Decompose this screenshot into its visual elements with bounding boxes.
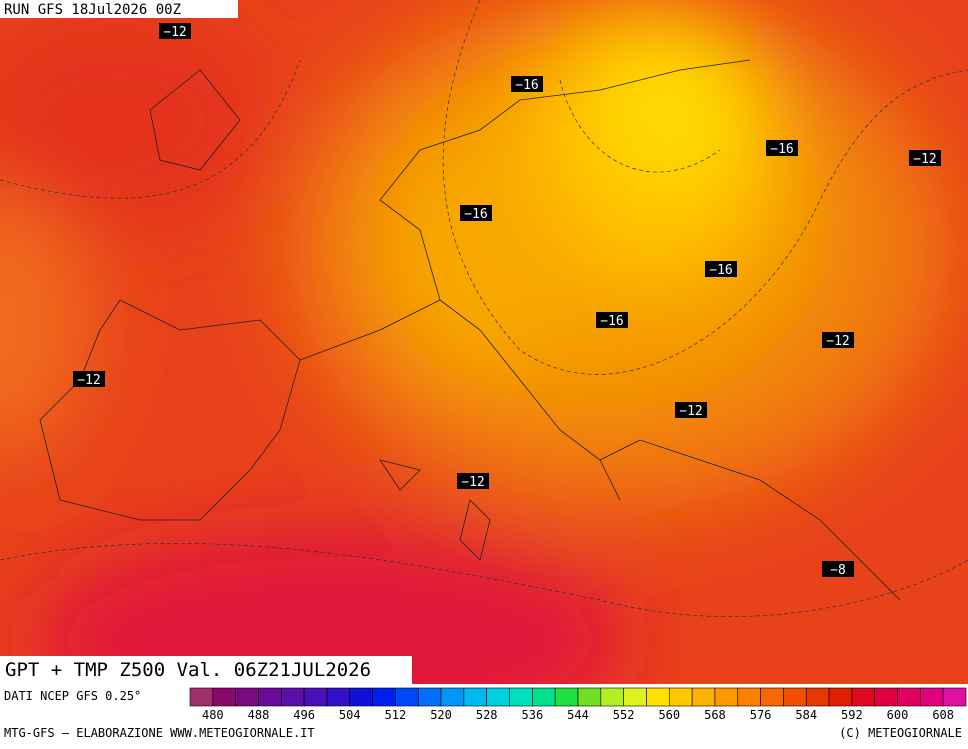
colorbar-tick-label: 568 <box>704 708 726 722</box>
colorbar: 480 488 496 504 512 520 528 536 544 552 560 568 576 5… <box>189 687 967 722</box>
colorbar-swatch <box>463 687 488 707</box>
colorbar-swatch <box>714 687 739 707</box>
colorbar-tick-label: 584 <box>795 708 817 722</box>
colorbar-tick-label: 608 <box>932 708 954 722</box>
colorbar-tick-label: 520 <box>430 708 452 722</box>
source-label: DATI NCEP GFS 0.25° <box>4 689 141 703</box>
colorbar-tick-label: 544 <box>567 708 589 722</box>
isotherm-label: −12 <box>913 152 936 167</box>
colorbar-swatch <box>532 687 556 707</box>
isotherm-label: −16 <box>515 78 538 93</box>
colorbar-swatch <box>440 687 465 707</box>
colorbar-swatch <box>280 687 305 707</box>
colorbar-tick-label: 600 <box>887 708 909 722</box>
isotherm-label: −12 <box>77 373 100 388</box>
colorbar-tick-label: 560 <box>658 708 680 722</box>
colorbar-swatch <box>189 687 214 707</box>
label-box <box>675 402 707 418</box>
isotherm-label: −8 <box>830 563 846 578</box>
colorbar-swatch <box>897 687 921 707</box>
colorbar-tick-label: 536 <box>522 708 544 722</box>
label-box <box>822 561 854 577</box>
colorbar-swatch <box>851 687 876 707</box>
colorbar-swatch <box>395 687 419 707</box>
label-box <box>596 312 628 328</box>
colorbar-swatch <box>349 687 373 707</box>
isotherm-label: −12 <box>826 334 849 349</box>
colorbar-tick-label: 592 <box>841 708 863 722</box>
colorbar-swatch <box>691 687 716 707</box>
colorbar-swatch <box>805 687 830 707</box>
colorbar-swatch <box>760 687 784 707</box>
isotherm-label: −16 <box>709 263 732 278</box>
isotherm-label: −16 <box>770 142 793 157</box>
footer-right: (C) METEOGIORNALE <box>839 726 962 740</box>
label-box <box>460 205 492 221</box>
run-box <box>0 0 238 18</box>
colorbar-tick-label: 504 <box>339 708 361 722</box>
colorbar-swatch <box>554 687 579 707</box>
colorbar-tick-label: 480 <box>202 708 224 722</box>
colorbar-swatch <box>920 687 944 707</box>
footer-left: MTG-GFS — ELABORAZIONE WWW.METEOGIORNALE… <box>4 726 315 740</box>
colorbar-tick-label: 488 <box>248 708 270 722</box>
colorbar-swatch <box>372 687 396 707</box>
colorbar-tick-label: 576 <box>750 708 772 722</box>
label-box <box>705 261 737 277</box>
colorbar-tick-label: 496 <box>293 708 315 722</box>
colorbar-tick-label: 528 <box>476 708 498 722</box>
colorbar-swatch <box>326 687 351 707</box>
colorbar-swatch <box>828 687 853 707</box>
isotherm-label: −16 <box>464 207 487 222</box>
run-label: RUN GFS 18Jul2026 00Z <box>4 2 181 18</box>
label-box <box>511 76 543 92</box>
label-box <box>457 473 489 489</box>
isotherms <box>0 0 968 617</box>
colorbar-swatch <box>509 687 533 707</box>
colorbar-swatch <box>486 687 510 707</box>
title-box <box>0 656 412 684</box>
isotherm-label: −12 <box>461 475 484 490</box>
colorbar-swatch <box>258 687 282 707</box>
colorbar-swatch <box>623 687 647 707</box>
colorbar-swatch <box>212 687 236 707</box>
colorbar-tick-label: 552 <box>613 708 635 722</box>
colorbar-swatch <box>783 687 807 707</box>
colorbar-swatch <box>874 687 898 707</box>
colorbar-swatch <box>737 687 761 707</box>
colorbar-tick-label: 512 <box>385 708 407 722</box>
map-title: GPT + TMP Z500 Val. 06Z21JUL2026 <box>5 659 371 681</box>
colorbar-swatch <box>235 687 259 707</box>
colorbar-swatch <box>646 687 670 707</box>
colorbar-swatch <box>303 687 328 707</box>
label-box <box>909 150 941 166</box>
colorbar-swatch <box>417 687 442 707</box>
label-box <box>822 332 854 348</box>
colorbar-swatch <box>600 687 624 707</box>
label-box <box>159 23 191 39</box>
colorbar-swatch <box>577 687 602 707</box>
label-box <box>73 371 105 387</box>
isotherm-label: −12 <box>679 404 702 419</box>
label-box <box>766 140 798 156</box>
colorbar-swatch <box>942 687 967 707</box>
colorbar-swatch <box>668 687 693 707</box>
isotherm-label: −12 <box>163 25 186 40</box>
isotherm-label: −16 <box>600 314 623 329</box>
